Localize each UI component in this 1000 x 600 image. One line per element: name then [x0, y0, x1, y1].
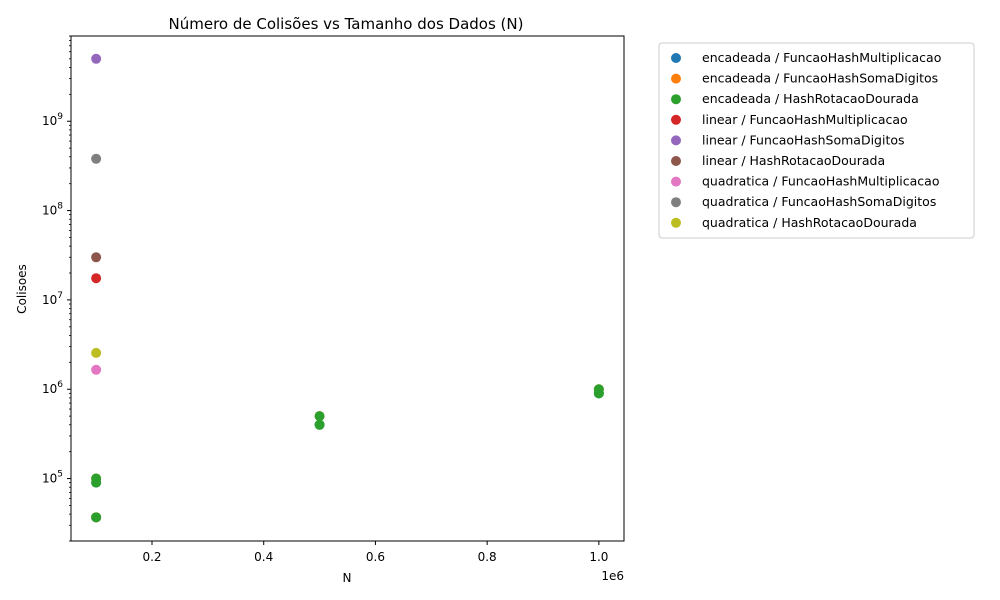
legend-label: linear / HashRotacaoDourada [702, 153, 885, 168]
legend-marker [671, 53, 681, 63]
legend-label: quadratica / HashRotacaoDourada [702, 215, 917, 230]
legend-marker [671, 217, 681, 228]
y-axis-ticks: 105 106 107 108 109 [42, 35, 71, 542]
y-axis-label: Colisoes [15, 264, 29, 314]
legend-label: encadeada / FuncaoHashSomaDigitos [702, 71, 938, 86]
x-tick-label: 1.0 [589, 550, 608, 564]
data-point [91, 53, 102, 64]
x-tick-label: 0.4 [254, 550, 273, 564]
plot-area [70, 35, 625, 542]
chart-title: Número de Colisões vs Tamanho dos Dados … [169, 15, 524, 33]
data-point [91, 364, 102, 375]
legend-marker [671, 94, 681, 105]
y-tick-label: 109 [42, 112, 63, 128]
legend: encadeada / FuncaoHashMultiplicacao encad… [658, 42, 975, 239]
data-point [314, 411, 325, 422]
data-points [91, 53, 604, 523]
legend-marker [671, 73, 681, 84]
legend-marker [671, 197, 681, 208]
y-tick-label: 105 [42, 470, 63, 486]
x-axis-ticks: 0.2 0.4 0.6 0.8 1.0 [142, 541, 608, 564]
data-point [91, 252, 102, 263]
data-point [593, 384, 604, 395]
legend-marker [671, 135, 681, 146]
legend-frame [658, 42, 975, 239]
legend-label: linear / FuncaoHashSomaDigitos [702, 132, 905, 147]
data-point [91, 153, 102, 164]
legend-marker [671, 114, 681, 125]
data-point [91, 347, 102, 358]
legend-marker [671, 156, 681, 166]
x-axis-offset-label: 1e6 [601, 569, 624, 583]
legend-marker [671, 176, 681, 187]
y-tick-label: 107 [42, 291, 63, 307]
y-tick-label: 106 [42, 380, 63, 396]
legend-label: linear / FuncaoHashMultiplicacao [702, 112, 908, 127]
legend-label: encadeada / HashRotacaoDourada [702, 91, 919, 106]
x-axis-label: N [343, 571, 352, 585]
data-point [314, 419, 325, 430]
x-tick-label: 0.6 [366, 550, 385, 564]
legend-label: encadeada / FuncaoHashMultiplicacao [702, 50, 941, 65]
x-tick-label: 0.8 [478, 550, 497, 564]
data-point [91, 273, 102, 284]
data-point [91, 473, 102, 484]
x-tick-label: 0.2 [142, 550, 161, 564]
legend-label: quadratica / FuncaoHashSomaDigitos [702, 194, 936, 209]
y-tick-label: 108 [42, 202, 63, 218]
legend-label: quadratica / FuncaoHashMultiplicacao [702, 174, 940, 189]
data-point [91, 512, 102, 523]
